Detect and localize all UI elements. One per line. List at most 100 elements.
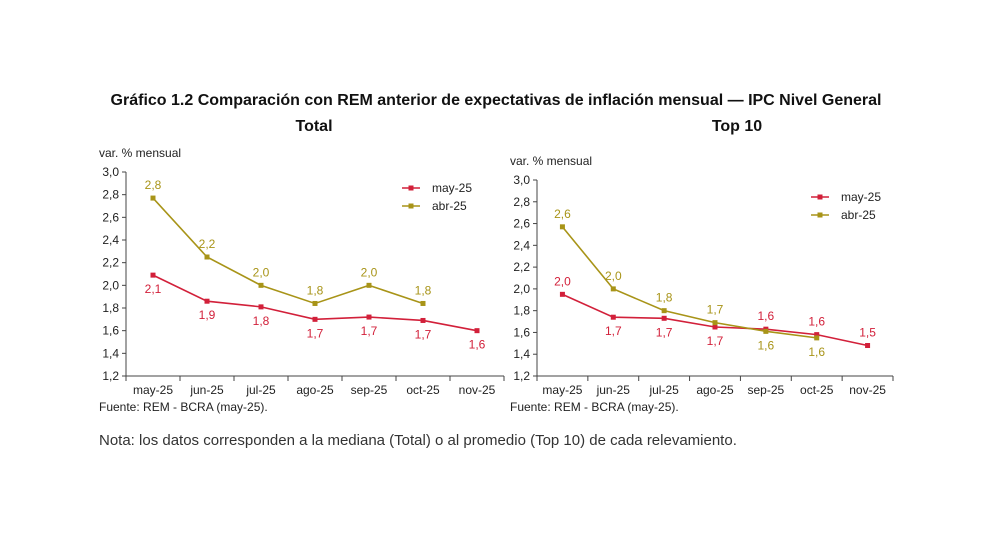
data-point	[312, 316, 318, 322]
data-point	[420, 300, 426, 306]
data-label: 1,7	[707, 334, 724, 348]
data-label: 1,5	[859, 326, 876, 340]
footnote: Nota: los datos corresponden a la median…	[99, 432, 737, 449]
data-point	[204, 298, 210, 304]
data-label: 1,7	[656, 325, 673, 339]
y-tick-label: 2,6	[102, 210, 119, 224]
data-label: 1,8	[253, 314, 270, 328]
x-tick-label: ago-25	[296, 383, 334, 397]
data-label: 1,8	[656, 291, 673, 305]
data-point	[610, 286, 616, 292]
data-label: 1,9	[199, 308, 216, 322]
y-tick-label: 1,4	[513, 347, 530, 361]
x-tick-label: ago-25	[696, 383, 734, 397]
y-tick-label: 1,6	[102, 324, 119, 338]
legend-marker	[817, 194, 823, 200]
data-point	[712, 320, 718, 326]
data-point	[712, 324, 718, 330]
data-point	[150, 195, 156, 201]
data-point	[661, 308, 667, 314]
data-label: 2,0	[253, 265, 270, 279]
legend-label: may-25	[432, 181, 472, 195]
source-note-top10: Fuente: REM - BCRA (may-25).	[510, 400, 679, 414]
data-point	[366, 282, 372, 288]
chart-title-top10: Top 10	[711, 118, 763, 135]
data-point	[150, 272, 156, 278]
y-tick-label: 2,6	[513, 217, 530, 231]
y-tick-label: 1,2	[102, 369, 119, 383]
legend-label: may-25	[841, 190, 881, 204]
y-tick-label: 2,2	[102, 256, 119, 270]
data-label: 1,7	[361, 324, 378, 338]
y-tick-label: 1,6	[513, 325, 530, 339]
data-label: 1,7	[605, 324, 622, 338]
data-label: 1,7	[415, 327, 432, 341]
data-point	[474, 328, 480, 334]
data-label: 2,0	[554, 274, 571, 288]
y-tick-label: 1,2	[513, 369, 530, 383]
x-tick-label: may-25	[133, 383, 173, 397]
data-label: 2,6	[554, 207, 571, 221]
x-tick-label: oct-25	[406, 383, 440, 397]
data-label: 2,2	[199, 237, 216, 251]
y-tick-label: 2,4	[102, 233, 119, 247]
source-note-total: Fuente: REM - BCRA (may-25).	[99, 400, 268, 414]
legend-marker	[408, 185, 414, 191]
y-tick-label: 2,4	[513, 238, 530, 252]
data-label: 1,6	[758, 338, 775, 352]
x-tick-label: nov-25	[459, 383, 496, 397]
data-point	[559, 224, 565, 230]
data-point	[420, 317, 426, 323]
data-label: 2,0	[361, 265, 378, 279]
data-point	[366, 314, 372, 320]
data-point	[814, 335, 820, 341]
data-label: 1,6	[808, 345, 825, 359]
y-tick-label: 2,0	[513, 282, 530, 296]
data-label: 1,6	[469, 338, 486, 352]
x-tick-label: may-25	[542, 383, 582, 397]
data-label: 1,7	[707, 303, 724, 317]
data-point	[610, 314, 616, 320]
legend-label: abr-25	[432, 199, 467, 213]
y-tick-label: 1,8	[102, 301, 119, 315]
data-label: 1,7	[307, 326, 324, 340]
legend-label: abr-25	[841, 208, 876, 222]
y-axis-label-total: var. % mensual	[99, 146, 182, 160]
x-tick-label: jun-25	[189, 383, 224, 397]
x-tick-label: oct-25	[800, 383, 834, 397]
y-tick-label: 1,4	[102, 346, 119, 360]
data-point	[661, 315, 667, 321]
y-tick-label: 1,8	[513, 304, 530, 318]
data-label: 2,8	[145, 178, 162, 192]
y-tick-label: 2,8	[102, 188, 119, 202]
chart-title-total: Total	[295, 118, 333, 135]
data-label: 1,8	[307, 283, 324, 297]
data-label: 2,0	[605, 269, 622, 283]
data-point	[763, 328, 769, 334]
x-tick-label: sep-25	[351, 383, 388, 397]
data-point	[258, 304, 264, 310]
y-tick-label: 2,8	[513, 195, 530, 209]
series-line-abr-25	[561, 226, 817, 339]
data-point	[559, 291, 565, 297]
data-label: 2,1	[145, 282, 162, 296]
data-label: 1,6	[758, 309, 775, 323]
data-label: 1,8	[415, 283, 432, 297]
y-tick-label: 3,0	[513, 173, 530, 187]
x-tick-label: nov-25	[849, 383, 886, 397]
y-tick-label: 2,0	[102, 278, 119, 292]
x-tick-label: jul-25	[648, 383, 679, 397]
y-tick-label: 3,0	[102, 165, 119, 179]
legend-marker	[408, 203, 414, 209]
x-tick-label: sep-25	[748, 383, 785, 397]
x-tick-label: jun-25	[596, 383, 631, 397]
x-tick-label: jul-25	[245, 383, 276, 397]
data-label: 1,6	[808, 315, 825, 329]
data-point	[814, 332, 820, 338]
y-tick-label: 2,2	[513, 260, 530, 274]
data-point	[865, 343, 871, 349]
series-line-abr-25	[152, 197, 424, 305]
y-axis-label-top10: var. % mensual	[510, 154, 593, 168]
data-point	[258, 282, 264, 288]
